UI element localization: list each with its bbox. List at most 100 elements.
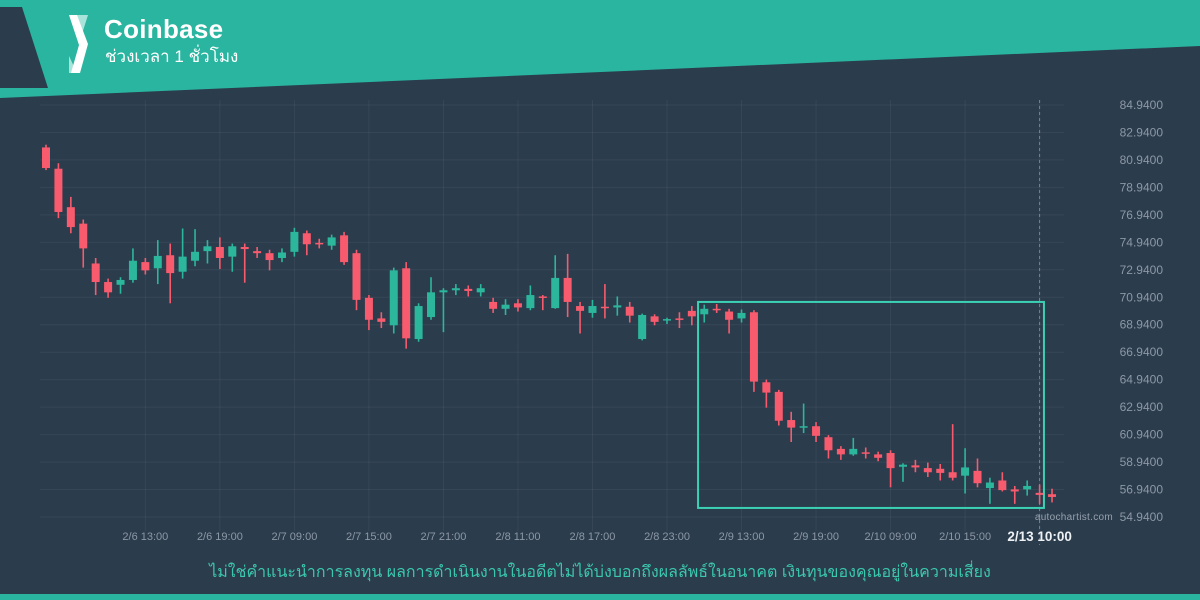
candle-down [576, 301, 585, 334]
candle-up [228, 243, 237, 272]
candle-up [638, 313, 647, 341]
candle-up [128, 248, 137, 283]
candle-up [277, 248, 286, 263]
candle-down [538, 295, 547, 311]
y-axis-label: 60.9400 [1120, 428, 1164, 442]
candle-up [700, 304, 709, 323]
candle-up [476, 284, 485, 297]
candle-down [364, 295, 373, 331]
candle-up [1023, 480, 1032, 496]
candle-down [774, 389, 783, 426]
candle-down [513, 299, 522, 312]
y-axis-label: 78.9400 [1120, 180, 1164, 194]
candle-down [79, 219, 88, 268]
x-axis-label: 2/7 21:00 [421, 531, 467, 543]
candle-down [1035, 484, 1044, 504]
candle-down [886, 450, 895, 488]
candle-up [849, 437, 858, 456]
candle-down [489, 297, 498, 313]
candle-down [600, 284, 609, 319]
x-axis-label: 2/8 23:00 [644, 531, 690, 543]
x-axis-labels: 2/6 13:00 2/6 19:00 2/7 09:00 2/7 15:00 2/7 … [122, 529, 1071, 544]
candle-up [526, 285, 535, 311]
candle-up [389, 267, 398, 334]
x-axis-label: 2/9 19:00 [793, 531, 839, 543]
candle-down [650, 314, 659, 326]
autochartist-watermark: autochartist.com [1034, 512, 1113, 523]
candle-down [1010, 485, 1019, 504]
y-axis-label: 66.9400 [1120, 345, 1164, 359]
candle-down [302, 230, 311, 256]
candle-down [66, 196, 75, 234]
candle-up [178, 228, 187, 279]
y-axis-label: 80.9400 [1120, 153, 1164, 167]
candle-down [464, 285, 473, 297]
candle-up [898, 463, 907, 482]
candle-up [663, 317, 671, 324]
grid-layer [40, 100, 1064, 531]
x-axis-label: 2/8 11:00 [495, 531, 540, 543]
candle-up [451, 284, 460, 296]
candle-up [613, 296, 622, 316]
candle-up [290, 227, 299, 257]
candle-up [414, 303, 423, 342]
x-axis-label: 2/6 13:00 [122, 531, 168, 543]
candle-up [153, 240, 162, 285]
candle-up [327, 234, 336, 250]
y-axis-label: 62.9400 [1120, 400, 1164, 414]
candle-down [340, 231, 349, 265]
candle-up [737, 309, 746, 323]
candle-up [961, 448, 970, 494]
candle-up [501, 299, 510, 315]
header-subtitle-timeframe: ช่วงเวลา 1 ชั่วโมง [105, 47, 239, 66]
y-axis-label: 68.9400 [1120, 318, 1164, 332]
candle-down [874, 451, 883, 462]
candle-down [563, 253, 572, 318]
candle-up [427, 277, 436, 320]
candle-down [141, 257, 150, 275]
y-axis-label: 58.9400 [1120, 455, 1164, 469]
candle-down [998, 472, 1007, 492]
candle-up [551, 255, 560, 309]
candle-down [54, 163, 63, 219]
candle-down [625, 301, 634, 323]
y-axis-label: 74.9400 [1120, 235, 1164, 249]
candle-down [725, 308, 734, 334]
candle-down [253, 247, 262, 258]
candle-down [749, 310, 758, 392]
candle-down [861, 447, 870, 459]
candle-up [439, 288, 448, 333]
y-axis-label: 56.9400 [1120, 483, 1164, 497]
candle-down [42, 144, 50, 171]
candle-down [911, 459, 920, 473]
candle-down [265, 249, 274, 271]
candle-down [948, 424, 957, 481]
x-axis-label: 2/8 17:00 [570, 531, 616, 543]
candle-down [936, 463, 945, 481]
candles-layer [42, 144, 1057, 504]
candle-down [377, 312, 386, 329]
candle-down [402, 262, 411, 349]
brand-title: Coinbase [104, 14, 224, 44]
y-axis-label: 70.9400 [1120, 290, 1164, 304]
x-axis-label: 2/7 09:00 [271, 531, 317, 543]
y-axis-label: 84.9400 [1120, 98, 1164, 112]
candle-down [166, 243, 175, 304]
candle-down [787, 411, 796, 443]
candle-down [215, 237, 224, 269]
candle-down [824, 435, 833, 459]
x-axis-label: 2/10 09:00 [865, 531, 917, 543]
candle-down [675, 312, 684, 329]
candle-down [352, 249, 361, 311]
pattern-highlight-box [697, 300, 1045, 509]
candle-down [104, 278, 113, 298]
candle-down [315, 238, 324, 249]
candle-down [923, 462, 932, 478]
candle-down [1048, 488, 1057, 503]
x-axis-label: 2/6 19:00 [197, 531, 243, 543]
footer-disclaimer: ไม่ใช่คำแนะนำการลงทุน ผลการดำเนินงานในอด… [209, 564, 991, 581]
candle-down [973, 458, 982, 488]
x-axis-label: 2/7 15:00 [346, 531, 392, 543]
